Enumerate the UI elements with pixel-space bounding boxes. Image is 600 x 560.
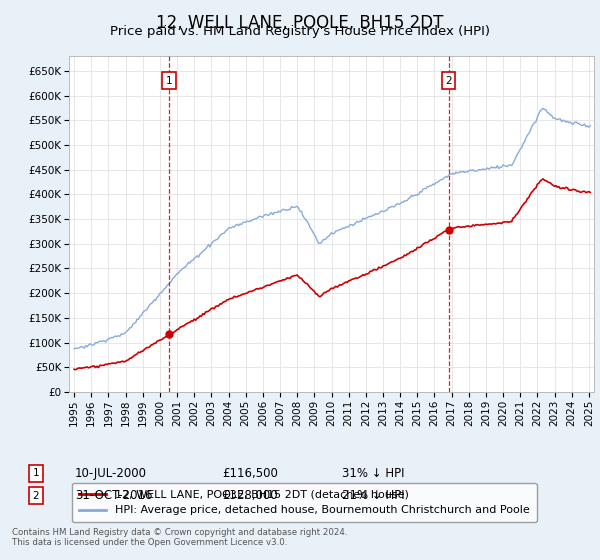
Text: £328,000: £328,000 (222, 489, 278, 502)
Text: 2: 2 (32, 491, 40, 501)
Text: Contains HM Land Registry data © Crown copyright and database right 2024.
This d: Contains HM Land Registry data © Crown c… (12, 528, 347, 547)
Text: 21% ↓ HPI: 21% ↓ HPI (342, 489, 404, 502)
Text: 31% ↓ HPI: 31% ↓ HPI (342, 466, 404, 480)
Text: 1: 1 (32, 468, 40, 478)
Legend: 12, WELL LANE, POOLE, BH15 2DT (detached house), HPI: Average price, detached ho: 12, WELL LANE, POOLE, BH15 2DT (detached… (72, 483, 536, 522)
Text: £116,500: £116,500 (222, 466, 278, 480)
Text: 2: 2 (445, 76, 452, 86)
Text: Price paid vs. HM Land Registry's House Price Index (HPI): Price paid vs. HM Land Registry's House … (110, 25, 490, 38)
Text: 1: 1 (166, 76, 172, 86)
Text: 31-OCT-2016: 31-OCT-2016 (75, 489, 152, 502)
Text: 12, WELL LANE, POOLE, BH15 2DT: 12, WELL LANE, POOLE, BH15 2DT (157, 14, 443, 32)
Text: 10-JUL-2000: 10-JUL-2000 (75, 466, 147, 480)
